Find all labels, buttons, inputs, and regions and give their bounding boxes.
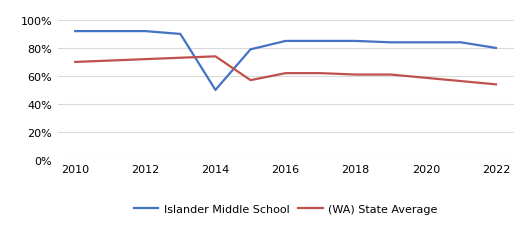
(WA) State Average — [247, 79, 254, 82]
Islander Middle School — [212, 89, 219, 92]
Islander Middle School — [247, 49, 254, 52]
Islander Middle School — [388, 42, 394, 44]
(WA) State Average — [72, 61, 78, 64]
Islander Middle School — [142, 31, 148, 33]
Islander Middle School — [72, 31, 78, 33]
Islander Middle School — [423, 42, 429, 44]
(WA) State Average — [353, 74, 359, 76]
Islander Middle School — [177, 33, 183, 36]
(WA) State Average — [282, 72, 289, 75]
Islander Middle School — [353, 40, 359, 43]
(WA) State Average — [212, 56, 219, 58]
Line: Islander Middle School: Islander Middle School — [75, 32, 496, 90]
Legend: Islander Middle School, (WA) State Average: Islander Middle School, (WA) State Avera… — [129, 200, 442, 218]
(WA) State Average — [142, 58, 148, 61]
Islander Middle School — [107, 31, 113, 33]
(WA) State Average — [318, 72, 324, 75]
Islander Middle School — [282, 40, 289, 43]
(WA) State Average — [493, 84, 499, 86]
Islander Middle School — [458, 42, 464, 44]
Islander Middle School — [493, 47, 499, 50]
(WA) State Average — [177, 57, 183, 60]
(WA) State Average — [107, 60, 113, 63]
(WA) State Average — [388, 74, 394, 76]
Line: (WA) State Average: (WA) State Average — [75, 57, 496, 85]
Islander Middle School — [318, 40, 324, 43]
